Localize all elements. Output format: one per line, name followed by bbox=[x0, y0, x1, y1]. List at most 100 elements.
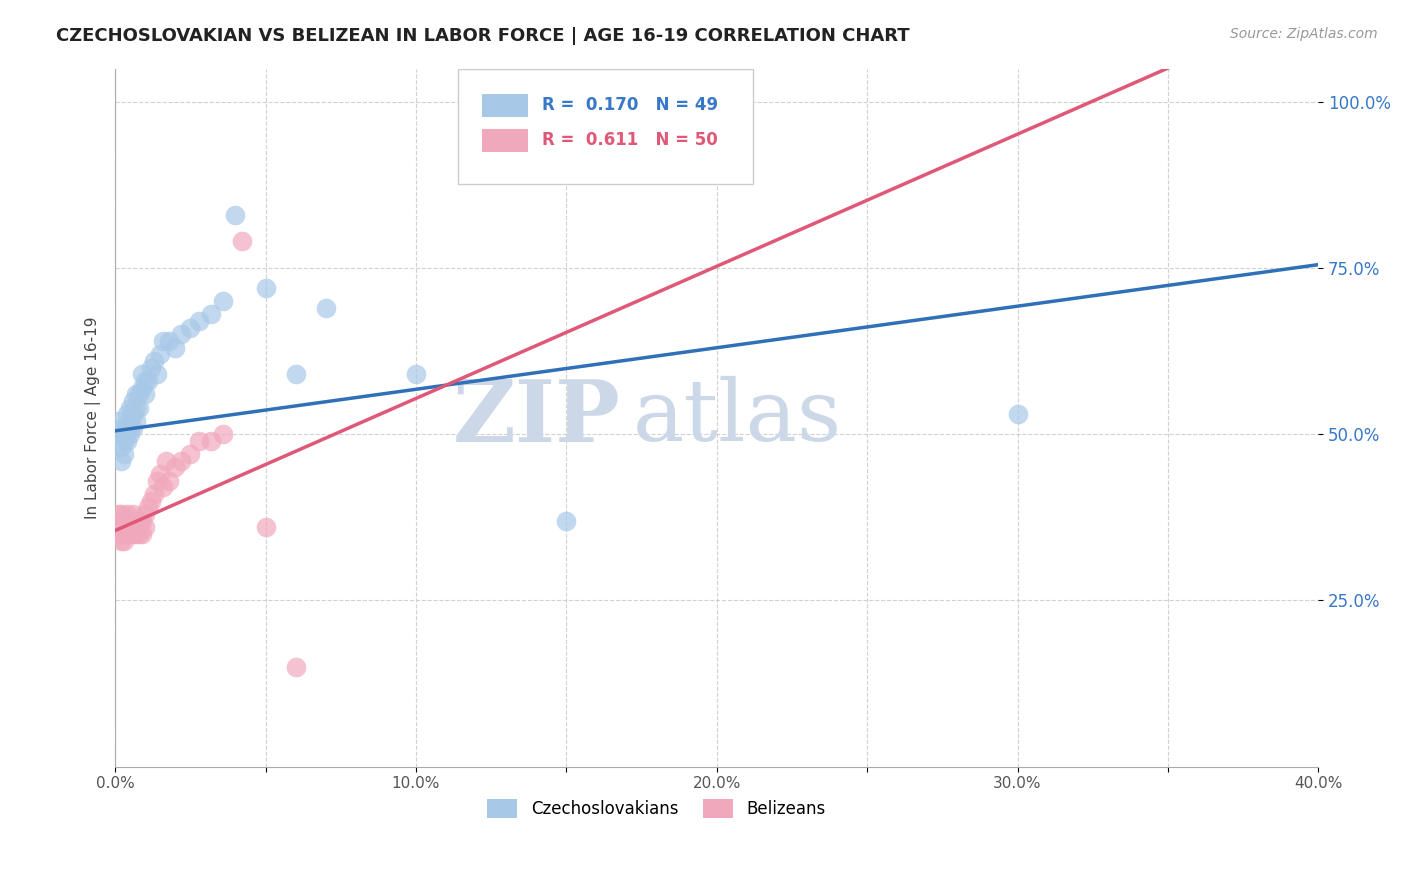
Point bbox=[254, 281, 277, 295]
Point bbox=[107, 414, 129, 428]
Point bbox=[125, 514, 148, 528]
Point bbox=[149, 467, 172, 481]
Point bbox=[128, 401, 150, 415]
Point bbox=[131, 527, 153, 541]
Point bbox=[405, 368, 427, 382]
Point bbox=[107, 527, 129, 541]
Point bbox=[254, 520, 277, 534]
Point bbox=[315, 301, 337, 315]
Point bbox=[115, 520, 138, 534]
Point bbox=[122, 420, 145, 434]
Point bbox=[115, 514, 138, 528]
Point bbox=[146, 474, 169, 488]
Point bbox=[134, 520, 156, 534]
Point bbox=[125, 401, 148, 415]
Point bbox=[284, 368, 307, 382]
Point bbox=[179, 320, 201, 334]
Point bbox=[115, 507, 138, 521]
Point bbox=[112, 447, 135, 461]
Point bbox=[122, 507, 145, 521]
Point bbox=[120, 414, 142, 428]
Point bbox=[141, 360, 163, 375]
Point bbox=[141, 493, 163, 508]
Point bbox=[110, 507, 132, 521]
Point bbox=[125, 387, 148, 401]
Point bbox=[110, 441, 132, 455]
Point bbox=[136, 500, 159, 515]
Point bbox=[170, 327, 193, 342]
Point bbox=[149, 347, 172, 361]
Point bbox=[110, 420, 132, 434]
Point bbox=[128, 514, 150, 528]
Point bbox=[143, 354, 166, 368]
FancyBboxPatch shape bbox=[482, 95, 527, 118]
Point bbox=[112, 420, 135, 434]
Point bbox=[231, 235, 253, 249]
Point bbox=[107, 520, 129, 534]
Text: Source: ZipAtlas.com: Source: ZipAtlas.com bbox=[1230, 27, 1378, 41]
Text: CZECHOSLOVAKIAN VS BELIZEAN IN LABOR FORCE | AGE 16-19 CORRELATION CHART: CZECHOSLOVAKIAN VS BELIZEAN IN LABOR FOR… bbox=[56, 27, 910, 45]
Point bbox=[122, 393, 145, 408]
Point bbox=[110, 514, 132, 528]
Point bbox=[125, 527, 148, 541]
Point bbox=[110, 427, 132, 442]
Point bbox=[115, 407, 138, 421]
Point bbox=[115, 420, 138, 434]
Point bbox=[110, 520, 132, 534]
Point bbox=[1007, 407, 1029, 421]
Point bbox=[128, 387, 150, 401]
Point bbox=[112, 427, 135, 442]
Point bbox=[120, 514, 142, 528]
Point bbox=[122, 527, 145, 541]
Point bbox=[212, 294, 235, 309]
Point bbox=[155, 454, 177, 468]
Point bbox=[107, 427, 129, 442]
Text: atlas: atlas bbox=[633, 376, 842, 459]
Point bbox=[224, 208, 246, 222]
Point bbox=[120, 401, 142, 415]
Point bbox=[110, 454, 132, 468]
Point bbox=[188, 434, 211, 448]
Point bbox=[134, 387, 156, 401]
Point bbox=[122, 520, 145, 534]
Point bbox=[165, 460, 187, 475]
Point bbox=[152, 334, 174, 348]
Point bbox=[120, 427, 142, 442]
Text: R =  0.170   N = 49: R = 0.170 N = 49 bbox=[543, 95, 718, 114]
Text: R =  0.611   N = 50: R = 0.611 N = 50 bbox=[543, 131, 718, 149]
Text: ZIP: ZIP bbox=[453, 376, 620, 459]
Point bbox=[212, 427, 235, 442]
Point bbox=[134, 507, 156, 521]
Point bbox=[112, 514, 135, 528]
Point bbox=[136, 374, 159, 388]
FancyBboxPatch shape bbox=[458, 69, 752, 184]
Point bbox=[165, 341, 187, 355]
Point bbox=[122, 407, 145, 421]
Point bbox=[112, 533, 135, 548]
Point bbox=[110, 527, 132, 541]
Point bbox=[146, 368, 169, 382]
Point bbox=[110, 533, 132, 548]
Point bbox=[284, 660, 307, 674]
Point bbox=[131, 368, 153, 382]
Point bbox=[131, 381, 153, 395]
Point bbox=[125, 514, 148, 528]
Point bbox=[120, 527, 142, 541]
Point bbox=[128, 527, 150, 541]
Point bbox=[179, 447, 201, 461]
Point bbox=[107, 507, 129, 521]
Point bbox=[157, 474, 180, 488]
Point bbox=[122, 514, 145, 528]
Y-axis label: In Labor Force | Age 16-19: In Labor Force | Age 16-19 bbox=[86, 317, 101, 519]
Point bbox=[112, 434, 135, 448]
Point bbox=[143, 487, 166, 501]
Point bbox=[134, 374, 156, 388]
Point bbox=[152, 480, 174, 494]
Point bbox=[125, 414, 148, 428]
Legend: Czechoslovakians, Belizeans: Czechoslovakians, Belizeans bbox=[481, 792, 832, 824]
Point bbox=[555, 514, 578, 528]
Point bbox=[115, 434, 138, 448]
Point bbox=[200, 308, 222, 322]
Point bbox=[112, 520, 135, 534]
Point bbox=[157, 334, 180, 348]
